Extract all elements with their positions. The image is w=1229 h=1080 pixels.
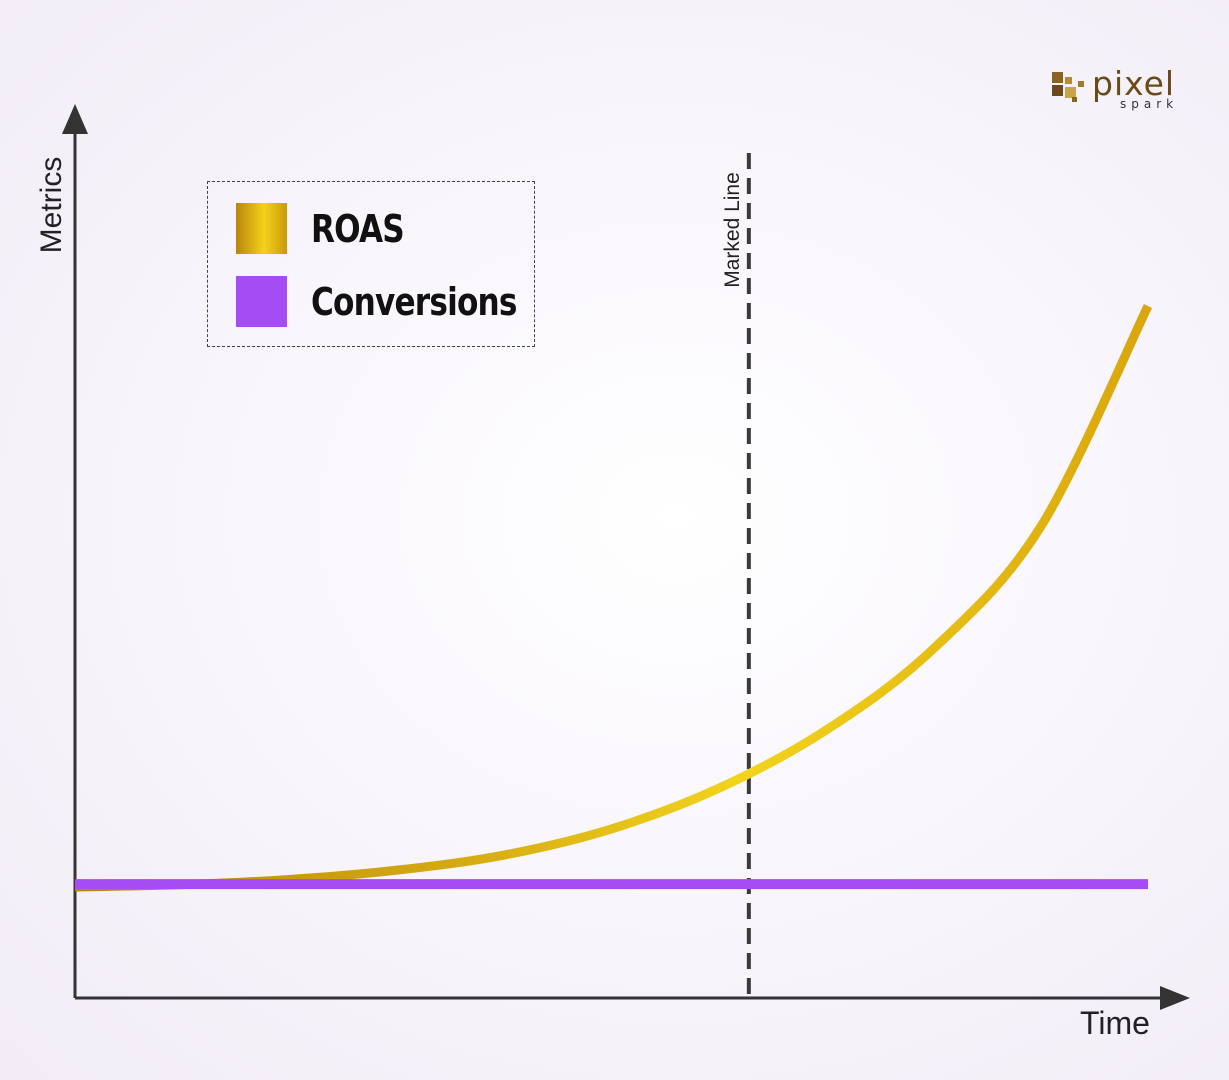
legend-item-roas: ROAS [236,203,424,254]
x-axis [75,986,1190,1010]
legend-label-roas: ROAS [311,206,405,251]
legend-label-conversions: Conversions [311,279,517,324]
chart-legend: ROAS Conversions [207,181,535,347]
x-axis-label: Time [1080,1005,1150,1041]
legend-item-conversions: Conversions [236,276,562,327]
pixel-squares-icon [1050,70,1090,104]
y-axis-label: Metrics [35,156,68,254]
gold-gradient-swatch-icon [236,203,287,254]
y-axis [62,104,88,998]
brand-logo: pixel spark [1050,64,1180,112]
series-line-roas [74,304,1153,892]
purple-swatch-icon [236,276,287,327]
logo-tagline: spark [1120,97,1179,111]
y-axis-arrow-icon [62,104,88,134]
marked-line-label: Marked Line [721,172,744,288]
x-axis-arrow-icon [1160,986,1190,1010]
logo-wordmark: pixel [1092,64,1176,103]
